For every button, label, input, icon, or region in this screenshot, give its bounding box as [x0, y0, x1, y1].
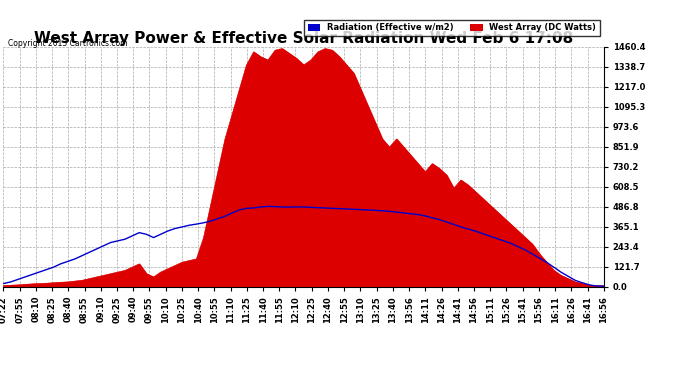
Legend: Radiation (Effective w/m2), West Array (DC Watts): Radiation (Effective w/m2), West Array (… [304, 20, 600, 36]
Title: West Array Power & Effective Solar Radiation Wed Feb 6 17:08: West Array Power & Effective Solar Radia… [34, 31, 573, 46]
Text: Copyright 2013 Cartronics.com: Copyright 2013 Cartronics.com [8, 39, 128, 48]
